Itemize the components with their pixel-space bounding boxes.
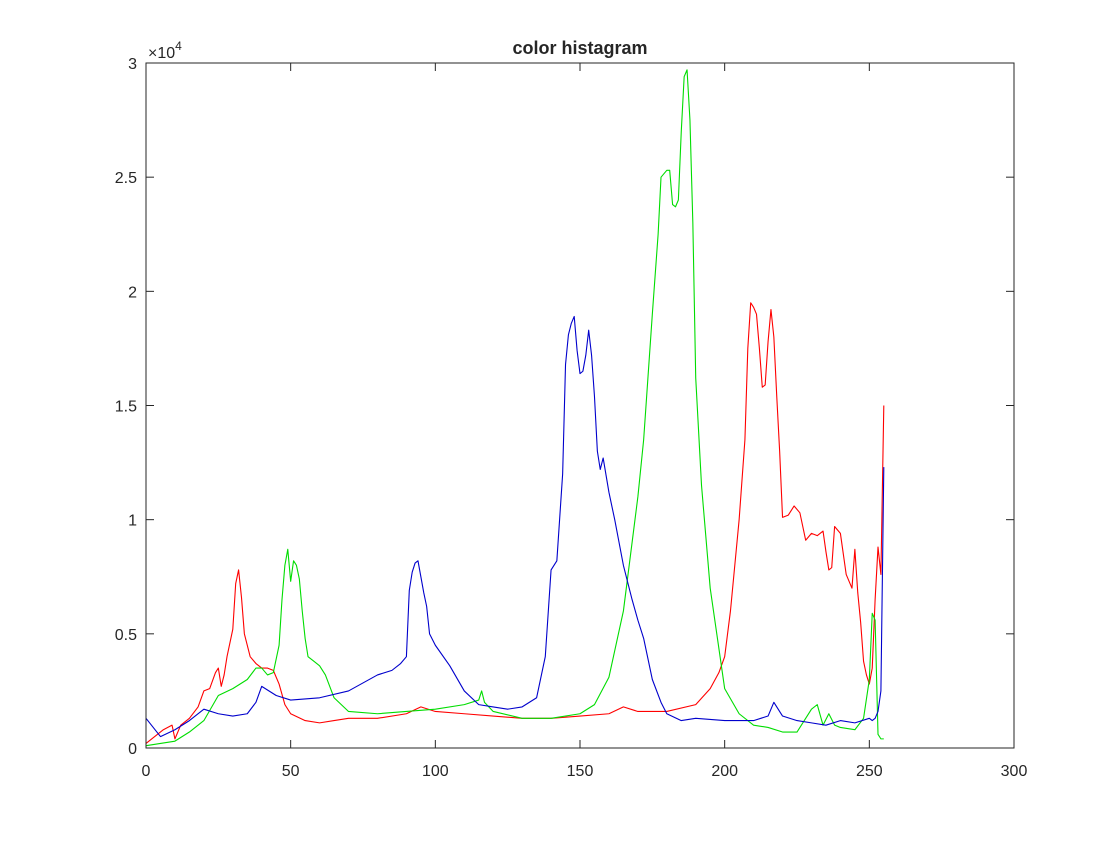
series-layer (145, 69, 885, 747)
x-tick-label-3: 150 (567, 763, 594, 780)
x-tick-label-4: 200 (711, 763, 738, 780)
y-axis-exponent-power: 4 (175, 39, 182, 53)
series-line-2 (145, 315, 885, 738)
series-line-1 (145, 69, 884, 747)
x-axis-ticks: 0 50 100 150 200 250 300 (142, 63, 1028, 780)
x-tick-label-6: 300 (1001, 763, 1028, 780)
y-tick-label-3: 1.5 (115, 399, 137, 416)
y-tick-label-0: 0 (128, 741, 137, 758)
y-tick-label-4: 2 (128, 284, 137, 301)
y-axis-exponent-base: ×10 (148, 45, 175, 62)
x-tick-label-2: 100 (422, 763, 449, 780)
x-tick-label-1: 50 (282, 763, 300, 780)
y-tick-label-2: 1 (128, 513, 137, 530)
series-line-0 (145, 302, 885, 744)
y-tick-label-1: 0.5 (115, 627, 137, 644)
x-tick-label-0: 0 (142, 763, 151, 780)
y-axis-exponent: ×104 (148, 39, 182, 62)
y-tick-label-5: 2.5 (115, 170, 137, 187)
chart-title: color histagram (512, 38, 647, 58)
y-axis-ticks: 0 0.5 1 1.5 2 2.5 3 (115, 56, 1014, 758)
y-tick-label-6: 3 (128, 56, 137, 73)
x-tick-label-5: 250 (856, 763, 883, 780)
plot-area-background (146, 63, 1014, 748)
